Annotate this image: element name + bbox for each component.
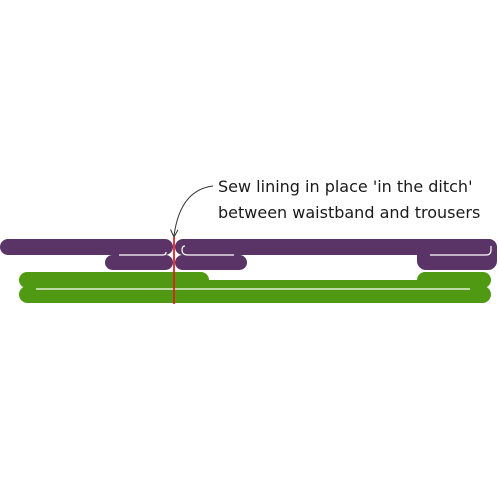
- annotation-arrow: [173, 185, 214, 237]
- arrowhead-icon: [170, 229, 179, 238]
- waistband-right-fold-line: [181, 245, 234, 256]
- lining-fill: [30, 280, 480, 292]
- waistband-right-top: [175, 239, 497, 255]
- waistband-left-top: [0, 239, 173, 255]
- waistband-right-turned-short: [175, 255, 247, 270]
- waistband-end-fold-line: [430, 246, 492, 256]
- annotation-line-2: between waistband and trousers: [218, 203, 480, 222]
- waistband-left-fold-line: [119, 251, 167, 256]
- annotation-line-1: Sew lining in place 'in the ditch': [218, 177, 472, 196]
- waistband-left-turned: [105, 255, 173, 270]
